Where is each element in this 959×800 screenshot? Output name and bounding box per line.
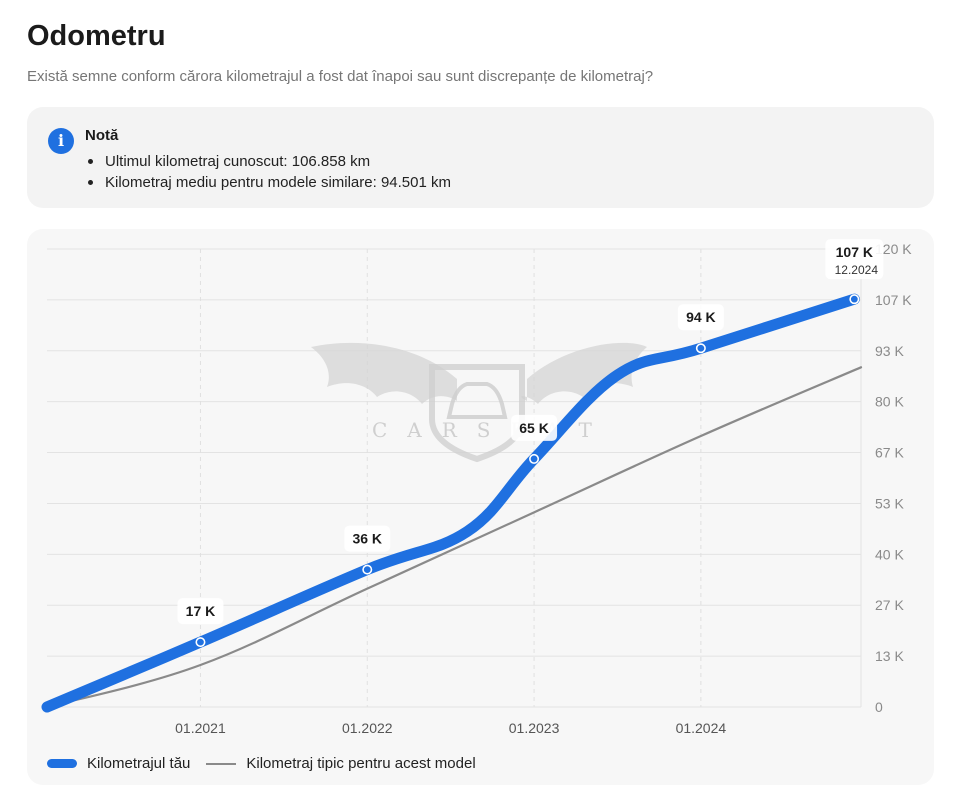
y-tick-label: 40 K xyxy=(875,546,904,562)
data-label-date: 12.2024 xyxy=(835,263,879,277)
data-label-box xyxy=(177,598,224,625)
y-tick-label: 27 K xyxy=(875,597,904,613)
watermark-wing-left xyxy=(311,342,457,404)
data-label: 94 K xyxy=(686,309,716,325)
odometer-chart: CARSBAT 0 13 K 27 K 40 K 53 K 67 K 80 K 93 K 107… xyxy=(41,239,912,736)
chart-point-labels: 17 K 36 K 65 K 94 K 107 K 12.2024 xyxy=(177,239,884,625)
chart-grid xyxy=(47,248,862,708)
legend-swatch-typical xyxy=(206,762,237,765)
x-tick-label: 01.2021 xyxy=(175,720,226,736)
watermark-text: CARSBAT xyxy=(372,418,612,442)
data-label-box xyxy=(344,525,391,552)
data-label-box xyxy=(511,414,558,441)
data-label-box xyxy=(825,239,884,280)
odometer-chart-card: CARSBAT 0 13 K 27 K 40 K 53 K 67 K 80 K 93 K 107… xyxy=(27,229,934,785)
series-line-typical xyxy=(45,366,863,709)
x-tick-label: 01.2023 xyxy=(509,720,560,736)
y-tick-label: 53 K xyxy=(875,495,904,511)
note-panel: i Notă Ultimul kilometraj cunoscut: 106.… xyxy=(27,107,934,208)
data-point-own xyxy=(529,453,540,464)
y-tick-label: 0 xyxy=(875,699,883,715)
data-label-box xyxy=(677,304,724,331)
y-tick-label: 93 K xyxy=(875,343,904,359)
data-point-own xyxy=(695,343,706,354)
legend-item-own: Kilometrajul tău xyxy=(47,755,190,772)
y-tick-label: 107 K xyxy=(875,292,912,308)
data-label: 36 K xyxy=(352,531,382,547)
note-item-average-mileage: Kilometraj mediu pentru modele similare:… xyxy=(85,172,451,193)
x-axis: 01.2021 01.2022 01.2023 01.2024 xyxy=(175,720,726,736)
data-label: 107 K xyxy=(836,244,873,260)
data-point-own xyxy=(362,564,373,575)
page-title: Odometru xyxy=(27,20,166,52)
legend-swatch-own xyxy=(47,759,77,768)
note-title: Notă xyxy=(85,127,119,144)
legend-label-typical: Kilometraj tipic pentru acest model xyxy=(246,755,476,772)
watermark-wing-right xyxy=(521,342,647,404)
y-tick-label: 120 K xyxy=(875,241,912,257)
legend-label-own: Kilometrajul tău xyxy=(87,755,191,772)
data-label: 65 K xyxy=(519,420,549,436)
watermark-logo: CARSBAT xyxy=(311,342,647,463)
legend-item-typical: Kilometraj tipic pentru acest model xyxy=(206,755,476,772)
x-tick-label: 01.2024 xyxy=(676,720,727,736)
chart-legend: Kilometrajul tău Kilometraj tipic pentru… xyxy=(47,755,492,772)
x-tick-label: 01.2022 xyxy=(342,720,393,736)
y-axis: 0 13 K 27 K 40 K 53 K 67 K 80 K 93 K 107 K 120 K xyxy=(875,241,912,715)
info-icon: i xyxy=(48,128,74,154)
y-tick-label: 80 K xyxy=(875,394,904,410)
data-point-own xyxy=(195,637,206,648)
note-list: Ultimul kilometraj cunoscut: 106.858 km … xyxy=(85,151,451,193)
y-tick-label: 13 K xyxy=(875,648,904,664)
data-label: 17 K xyxy=(186,603,216,619)
y-tick-label: 67 K xyxy=(875,445,904,461)
data-point-own xyxy=(849,294,860,305)
page-subtitle: Există semne conform cărora kilometrajul… xyxy=(27,68,654,85)
watermark-car xyxy=(446,382,508,419)
note-item-last-mileage: Ultimul kilometraj cunoscut: 106.858 km xyxy=(85,151,451,172)
chart-series xyxy=(41,293,863,713)
